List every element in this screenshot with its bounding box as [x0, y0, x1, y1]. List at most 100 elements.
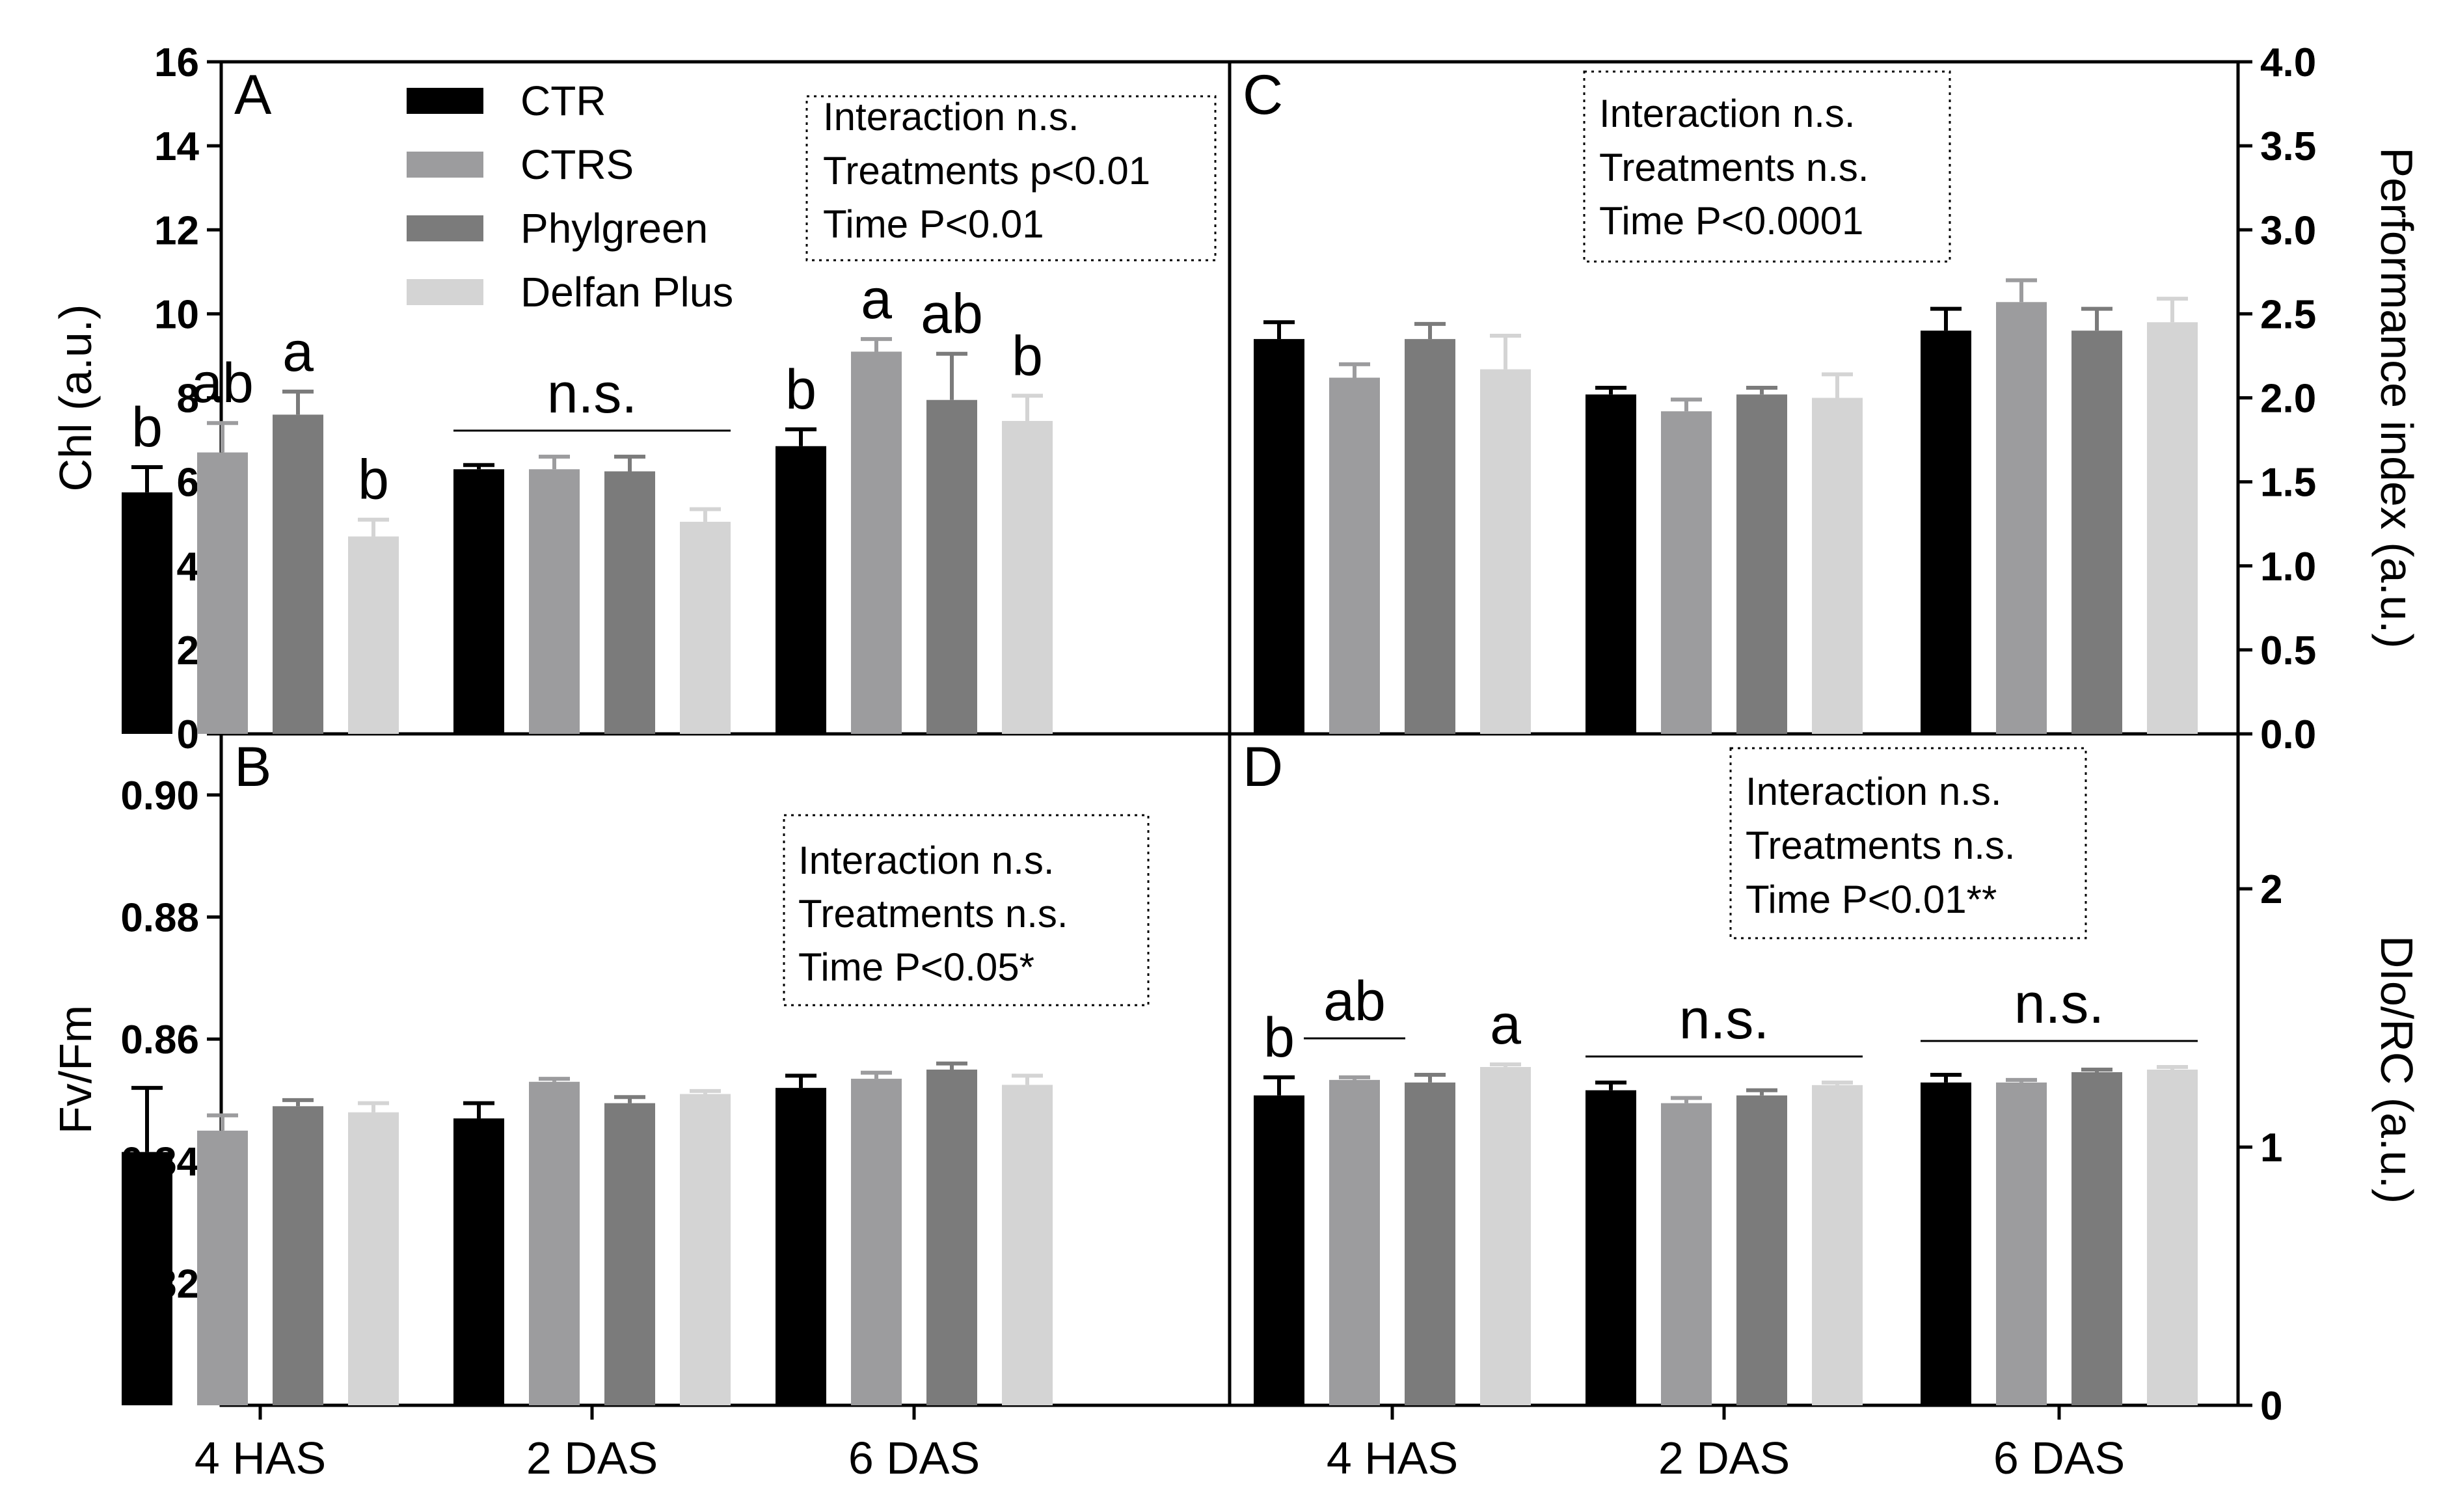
bar [348, 1112, 399, 1405]
significance-letter: b [785, 358, 816, 421]
stats-line: Interaction n.s. [1599, 92, 1855, 135]
y-tick-label: 0.86 [120, 1018, 199, 1062]
y-tick-label: 10 [154, 292, 199, 337]
bar [197, 452, 248, 734]
bar [453, 469, 504, 734]
bar [273, 1106, 323, 1405]
stats-line: Treatments n.s. [1599, 146, 1869, 189]
panel-label: B [234, 736, 271, 798]
legend-swatch [407, 88, 483, 114]
bar [776, 1088, 826, 1405]
significance-letter: ab [191, 352, 254, 414]
y-axis-title: Chl (a.u.) [50, 304, 101, 492]
legend-swatch [407, 279, 483, 305]
bar [1586, 394, 1636, 734]
stats-box [1583, 70, 1951, 263]
stats-line: Interaction n.s. [798, 839, 1055, 882]
y-tick-label: 0.0 [2260, 712, 2316, 757]
y-axis-title: Fv/Fm [50, 1005, 101, 1134]
y-tick-label: 12 [154, 208, 199, 253]
y-tick-label: 2 [2260, 867, 2282, 912]
y-tick-label: 2.5 [2260, 292, 2316, 337]
y-tick-label: 0.88 [120, 895, 199, 940]
bar [1736, 394, 1787, 734]
y-tick-label: 0.5 [2260, 628, 2316, 673]
legend-label: CTR [520, 77, 606, 124]
group-significance-label: ab [1323, 970, 1386, 1033]
bar [1661, 1103, 1712, 1405]
bar [197, 1130, 248, 1405]
bar [851, 1079, 902, 1405]
x-tick-label: 6 DAS [1993, 1433, 2125, 1483]
stats-line: Treatments n.s. [1746, 824, 2016, 867]
group-significance-label: n.s. [2014, 973, 2105, 1035]
significance-letter: b [131, 396, 163, 459]
y-tick-label: 14 [154, 124, 199, 169]
panel-label: D [1243, 736, 1283, 798]
bar [1921, 331, 1971, 734]
bar [273, 414, 323, 734]
bar [1329, 1079, 1380, 1405]
y-tick-label: 4.0 [2260, 40, 2316, 85]
stats-line: Time P<0.05* [798, 945, 1034, 989]
y-tick-label: 1.5 [2260, 461, 2316, 506]
bar [2071, 1072, 2122, 1405]
panel-D: 0 1 2 DIo/RC (a.u.) Db a ab 4 HAS n.s. 2 DAS n.s. 6… [1243, 736, 2422, 1483]
x-tick-label: 4 HAS [1327, 1433, 1458, 1483]
group-significance-label: n.s. [1679, 988, 1770, 1051]
x-tick-label: 6 DAS [848, 1433, 980, 1483]
y-tick-label: 1.0 [2260, 545, 2316, 589]
bar [529, 1081, 580, 1405]
bar [122, 1152, 172, 1405]
bar [1329, 377, 1380, 734]
y-axis-title: Performance index (a.u.) [2371, 147, 2422, 648]
bar [1405, 339, 1455, 734]
bar [1812, 1085, 1863, 1405]
bar [1921, 1082, 1971, 1405]
bar [1736, 1095, 1787, 1405]
bar [680, 1094, 731, 1405]
panel-label: C [1243, 64, 1283, 126]
bar [604, 471, 655, 734]
bar [1254, 1095, 1304, 1405]
bar [529, 469, 580, 734]
y-tick-label: 3.5 [2260, 124, 2316, 169]
bar [1002, 1085, 1053, 1405]
stats-line: Treatments p<0.01 [823, 149, 1150, 193]
legend-label: Phylgreen [520, 205, 708, 252]
bar [122, 492, 172, 734]
stats-line: Treatments n.s. [798, 892, 1068, 936]
bar [2147, 322, 2198, 735]
legend: CTR CTRS Phylgreen Delfan Plus [407, 77, 733, 316]
significance-letter: a [1490, 993, 1521, 1056]
y-axis-title: DIo/RC (a.u.) [2371, 936, 2422, 1204]
bar [1996, 1082, 2047, 1405]
bar [776, 446, 826, 734]
stats-line: Interaction n.s. [1746, 770, 2002, 813]
bar [1812, 398, 1863, 734]
bar [851, 351, 902, 734]
panel-label: A [234, 64, 272, 126]
bar [1254, 339, 1304, 734]
bar [348, 536, 399, 734]
significance-letter: ab [921, 283, 983, 345]
bar [1586, 1090, 1636, 1405]
x-tick-label: 4 HAS [195, 1433, 326, 1483]
y-tick-label: 6 [177, 461, 199, 506]
significance-letter: a [282, 321, 314, 383]
legend-label: CTRS [520, 141, 634, 188]
bar [926, 399, 977, 734]
y-tick-label: 0 [177, 712, 199, 757]
bar [926, 1070, 977, 1405]
legend-label: Delfan Plus [520, 269, 733, 316]
bar [2147, 1070, 2198, 1405]
stats-line: Interaction n.s. [823, 95, 1079, 139]
stats-box [783, 814, 1150, 1006]
y-tick-label: 8 [177, 377, 199, 422]
y-tick-label: 2.0 [2260, 377, 2316, 422]
y-tick-label: 0.90 [120, 774, 199, 818]
significance-letter: b [358, 449, 389, 511]
y-tick-label: 4 [177, 545, 200, 589]
